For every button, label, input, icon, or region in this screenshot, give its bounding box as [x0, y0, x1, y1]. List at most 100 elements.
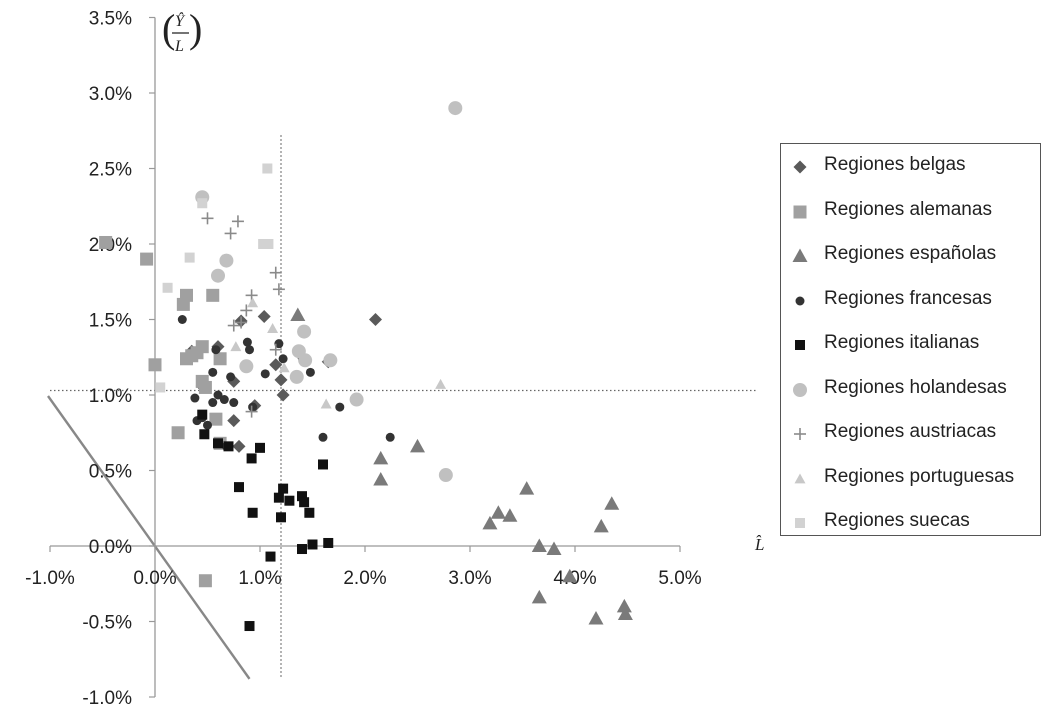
data-point [297, 324, 312, 339]
diagonal-line [47, 395, 251, 680]
data-point [248, 402, 258, 412]
y-axis-label-numerator: Ŷ [175, 11, 186, 30]
data-point [410, 438, 425, 453]
legend-marker [794, 473, 806, 483]
data-point [438, 468, 453, 483]
data-point [519, 481, 535, 495]
data-point [246, 453, 257, 464]
data-point [274, 373, 288, 387]
legend-marker [793, 382, 807, 397]
data-point [230, 341, 242, 352]
data-point [231, 215, 244, 228]
data-point [373, 450, 389, 465]
legend-symbol-icon [793, 205, 807, 218]
data-point [269, 343, 282, 356]
data-point [269, 266, 282, 279]
data-point [305, 367, 315, 377]
data-point [197, 409, 208, 420]
legend-label: Regiones suecas [824, 510, 970, 531]
legend-symbol-icon [795, 296, 805, 305]
axes [49, 16, 681, 698]
legend-item: Regiones francesas [781, 286, 1040, 316]
data-point [482, 515, 498, 530]
data-point [320, 398, 332, 409]
legend-item: Regiones belgas [781, 152, 1040, 182]
data-point [197, 198, 208, 209]
data-point [206, 288, 220, 302]
data-point [298, 353, 313, 368]
data-point [267, 323, 279, 333]
y-tick-label: 1.5% [89, 311, 132, 332]
data-point [227, 414, 241, 428]
y-axis-label-denominator: L [174, 38, 184, 55]
x-tick-label: 1.0% [238, 568, 281, 589]
axis-labels: L̂ ( Ŷ L ) [162, 6, 764, 554]
data-point [140, 252, 154, 266]
data-point [155, 382, 166, 393]
data-point [260, 369, 270, 379]
data-point [297, 491, 307, 502]
data-point [604, 496, 620, 510]
legend-label: Regiones alemanas [824, 198, 992, 220]
data-point [229, 398, 239, 408]
data-point [616, 598, 632, 613]
data-point [546, 541, 562, 556]
data-point [244, 621, 255, 632]
data-point [245, 405, 258, 418]
data-point [239, 359, 254, 374]
legend-marker [795, 340, 805, 350]
data-point [269, 358, 283, 372]
legend-item: Regiones holandesas [781, 375, 1040, 405]
legend-item: Regiones españolas [781, 241, 1040, 271]
svg-text:): ) [189, 6, 202, 51]
legend-label: Regiones españolas [824, 243, 997, 264]
data-point [323, 353, 338, 368]
data-point [318, 459, 328, 470]
legend-marker [793, 205, 807, 218]
data-point [190, 393, 200, 403]
y-tick-label: -1.0% [82, 688, 132, 709]
legend-marker [795, 296, 805, 305]
data-point [299, 497, 310, 508]
y-tick-label: 3.0% [89, 84, 132, 105]
data-point [180, 288, 193, 302]
data-point [284, 495, 295, 506]
legend-marker [793, 160, 807, 174]
data-point [247, 507, 258, 518]
data-point [273, 492, 284, 503]
data-point [99, 235, 113, 249]
data-point [435, 378, 447, 389]
data-point [223, 441, 234, 452]
data-point [213, 390, 223, 400]
y-tick-label: -0.5% [82, 613, 132, 634]
legend-symbol-icon [793, 160, 807, 174]
data-point [588, 610, 604, 625]
tick-labels: -1.0%0.0%1.0%2.0%3.0%4.0%5.0%-1.0%-0.5%0… [25, 9, 702, 710]
legend-item: Regiones austriacas [781, 419, 1040, 449]
y-tick-label: 1.0% [89, 386, 132, 407]
data-point [349, 392, 364, 407]
data-points [99, 101, 633, 632]
data-point [617, 606, 633, 620]
data-point [184, 252, 195, 263]
data-point [448, 101, 463, 116]
data-point [263, 239, 274, 249]
data-point [262, 163, 273, 174]
svg-text:(: ( [162, 6, 175, 51]
data-point [297, 544, 307, 555]
data-point [289, 369, 304, 384]
data-point [265, 551, 276, 562]
data-point [211, 268, 225, 283]
data-point [208, 367, 218, 377]
legend-item: Regiones italianas [781, 330, 1040, 360]
data-point [198, 574, 212, 588]
x-tick-label: 3.0% [448, 568, 491, 589]
data-point [247, 297, 259, 308]
legend-label: Regiones portuguesas [824, 465, 1015, 487]
legend-symbol-icon [793, 382, 807, 397]
legend-symbol-icon [795, 340, 805, 350]
data-point [211, 345, 221, 355]
data-point [208, 398, 218, 408]
x-tick-label: 5.0% [658, 568, 701, 589]
